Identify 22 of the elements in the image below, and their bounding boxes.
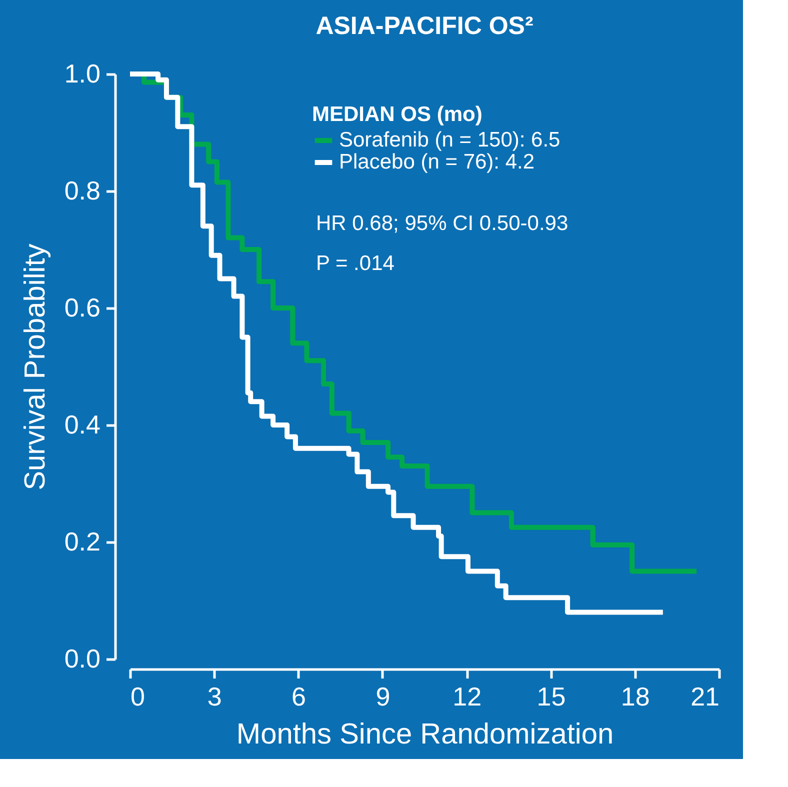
x-tick-label: 15	[536, 682, 566, 712]
x-tick-label: 18	[620, 682, 650, 712]
x-tick-label: 21	[690, 682, 720, 712]
x-tick-label: 3	[207, 682, 222, 712]
legend-label: Placebo (n = 76): 4.2	[339, 150, 535, 174]
y-tick-label: 0.6	[64, 292, 100, 322]
x-tick-label: 0	[130, 682, 145, 712]
y-tick-label: 1.0	[64, 58, 100, 88]
y-axis-title: Survival Probability	[19, 243, 52, 490]
annotation: P = .014	[316, 252, 395, 275]
x-axis-title: Months Since Randomization	[236, 718, 614, 750]
x-tick-label: 12	[452, 682, 482, 712]
y-tick-label: 0.2	[64, 526, 100, 556]
chart-title: ASIA-PACIFIC OS²	[316, 12, 534, 40]
y-tick-label: 0.0	[64, 644, 100, 674]
y-tick-label: 0.8	[64, 176, 100, 206]
y-tick-label: 0.4	[64, 410, 100, 440]
legend-label: Sorafenib (n = 150): 6.5	[339, 128, 560, 152]
x-tick-label: 6	[292, 682, 306, 712]
annotation: HR 0.68; 95% CI 0.50-0.93	[316, 212, 568, 235]
legend-title: MEDIAN OS (mo)	[312, 103, 482, 126]
x-tick-label: 9	[376, 682, 390, 712]
